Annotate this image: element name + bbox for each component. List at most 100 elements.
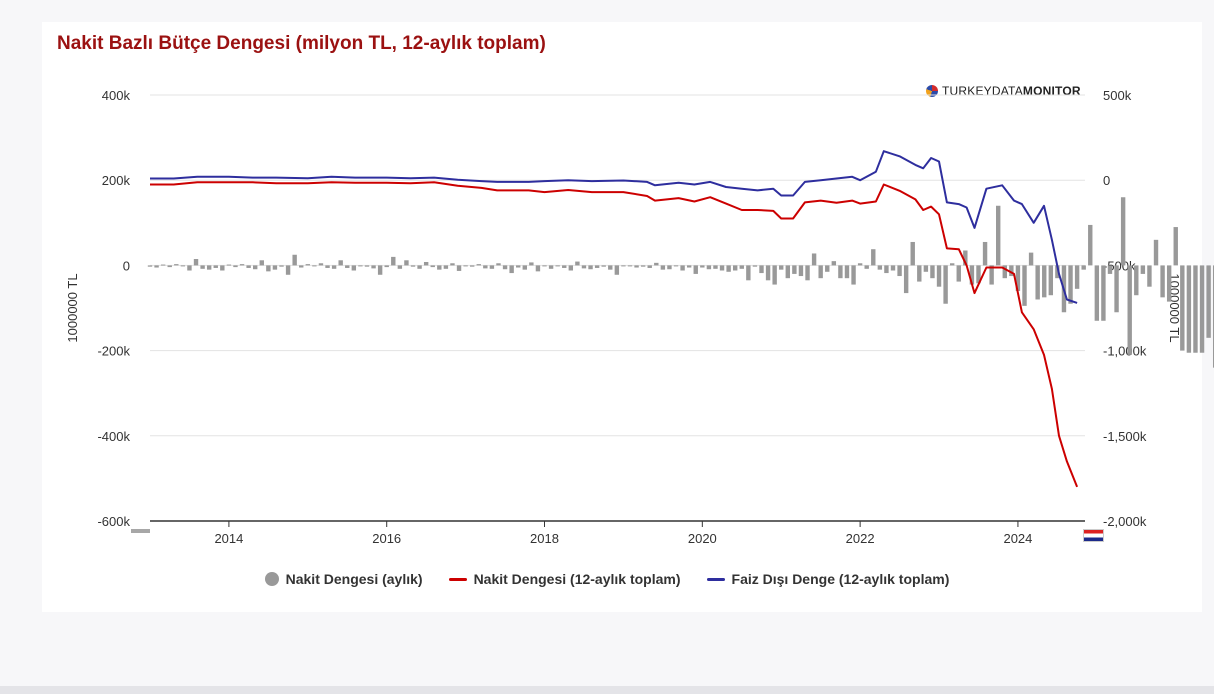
monthly-bar <box>1173 227 1178 266</box>
monthly-bar <box>660 265 666 270</box>
monthly-bar <box>818 265 823 279</box>
monthly-bar <box>785 265 790 279</box>
monthly-bar <box>963 250 968 266</box>
left-tick-label: -400k <box>97 429 130 444</box>
monthly-bar <box>1101 265 1106 321</box>
monthly-bar <box>358 265 363 267</box>
chart-title: Nakit Bazlı Bütçe Dengesi (milyon TL, 12… <box>57 33 546 54</box>
x-tick-label: 2024 <box>1003 531 1032 546</box>
monthly-bar <box>1120 197 1126 266</box>
monthly-bar <box>147 265 153 267</box>
monthly-bar <box>312 265 317 267</box>
monthly-bar <box>805 265 810 281</box>
monthly-bar <box>1114 265 1119 313</box>
monthly-bar <box>220 265 225 271</box>
monthly-bar <box>154 265 159 268</box>
monthly-bar <box>483 265 488 269</box>
monthly-bar <box>279 265 284 267</box>
monthly-bar <box>575 261 580 266</box>
monthly-bar <box>272 265 278 270</box>
monthly-bar <box>1028 252 1034 266</box>
monthly-bar <box>318 263 324 266</box>
monthly-bar <box>516 265 521 268</box>
monthly-bar <box>371 265 376 269</box>
monthly-bar <box>746 265 751 281</box>
monthly-bar <box>765 265 771 281</box>
left-tick-label: 400k <box>102 88 131 103</box>
monthly-bar <box>969 265 975 285</box>
turkey-flag-icon <box>1083 529 1104 542</box>
legend-dot-icon <box>264 572 279 586</box>
monthly-bar <box>936 265 942 287</box>
monthly-bar <box>640 265 646 267</box>
monthly-bar <box>903 265 909 294</box>
monthly-bar <box>654 262 659 266</box>
monthly-bar <box>1042 265 1047 298</box>
monthly-bar <box>496 263 501 266</box>
monthly-bar <box>923 265 929 272</box>
monthly-bar <box>535 265 541 272</box>
monthly-bar <box>949 263 955 266</box>
monthly-bar <box>305 264 311 266</box>
primary-balance-12m-line <box>150 150 1078 304</box>
monthly-bar <box>719 265 725 271</box>
left-axis-title: 1000000 TL <box>65 273 80 342</box>
monthly-bar <box>1160 265 1165 298</box>
right-tick-label: 500k <box>1103 88 1132 103</box>
monthly-bar <box>502 265 508 270</box>
x-tick-label: 2016 <box>372 531 401 546</box>
monthly-bar <box>325 265 330 268</box>
monthly-bar <box>588 265 593 270</box>
monthly-bar <box>522 265 527 270</box>
legend-item-monthly[interactable]: Nakit Dengesi (aylık) <box>264 568 423 590</box>
monthly-bar <box>1153 239 1159 266</box>
monthly-bar <box>844 265 850 279</box>
monthly-bar <box>1206 265 1211 338</box>
monthly-bar <box>509 265 514 274</box>
monthly-bar <box>489 265 495 269</box>
monthly-bar <box>233 265 238 268</box>
x-tick-label: 2022 <box>846 531 875 546</box>
monthly-bar <box>621 265 626 267</box>
monthly-bar <box>877 265 883 270</box>
chart-card <box>42 22 1202 612</box>
monthly-bar <box>897 265 902 277</box>
monthly-bar <box>1088 224 1093 266</box>
legend-label-primary-12m: Faiz Dışı Denge (12-aylık toplam) <box>731 571 950 587</box>
monthly-bar <box>871 249 876 266</box>
monthly-bar <box>1186 265 1192 353</box>
monthly-bar <box>1166 265 1172 302</box>
monthly-bar <box>647 265 652 268</box>
monthly-bar <box>825 265 830 272</box>
legend-label-cash-12m: Nakit Dengesi (12-aylık toplam) <box>473 571 681 587</box>
x-tick-label: 2014 <box>214 531 243 546</box>
monthly-bar <box>404 260 409 266</box>
monthly-bar <box>1081 265 1086 270</box>
monthly-bar <box>1015 265 1021 291</box>
monthly-bar <box>417 265 422 269</box>
monthly-bar <box>193 259 199 266</box>
monthly-bar <box>430 265 435 268</box>
monthly-bar <box>187 265 192 271</box>
monthly-bar <box>673 265 679 267</box>
left-tick-label: -200k <box>97 344 130 359</box>
monthly-bar <box>1199 265 1205 353</box>
chart-legend: Nakit Dengesi (aylık) Nakit Dengesi (12-… <box>0 568 1214 590</box>
monthly-bar <box>1193 265 1198 353</box>
monthly-bar <box>982 241 988 266</box>
monthly-bar <box>377 265 383 275</box>
turkeydatamonitor-logo-icon <box>926 85 938 97</box>
monthly-bar <box>1009 265 1014 277</box>
monthly-bar <box>732 265 738 271</box>
right-tick-label: 0 <box>1103 173 1110 188</box>
monthly-bar <box>989 265 994 285</box>
monthly-bar <box>890 265 896 271</box>
legend-item-primary-12m[interactable]: Faiz Dışı Denge (12-aylık toplam) <box>706 568 950 590</box>
monthly-bar <box>469 265 475 267</box>
monthly-bar <box>456 265 462 271</box>
range-selector-handle[interactable] <box>131 529 150 533</box>
legend-item-cash-12m[interactable]: Nakit Dengesi (12-aylık toplam) <box>448 568 681 590</box>
monthly-bar <box>463 265 468 267</box>
monthly-bar <box>174 264 179 266</box>
monthly-bar <box>667 265 672 270</box>
